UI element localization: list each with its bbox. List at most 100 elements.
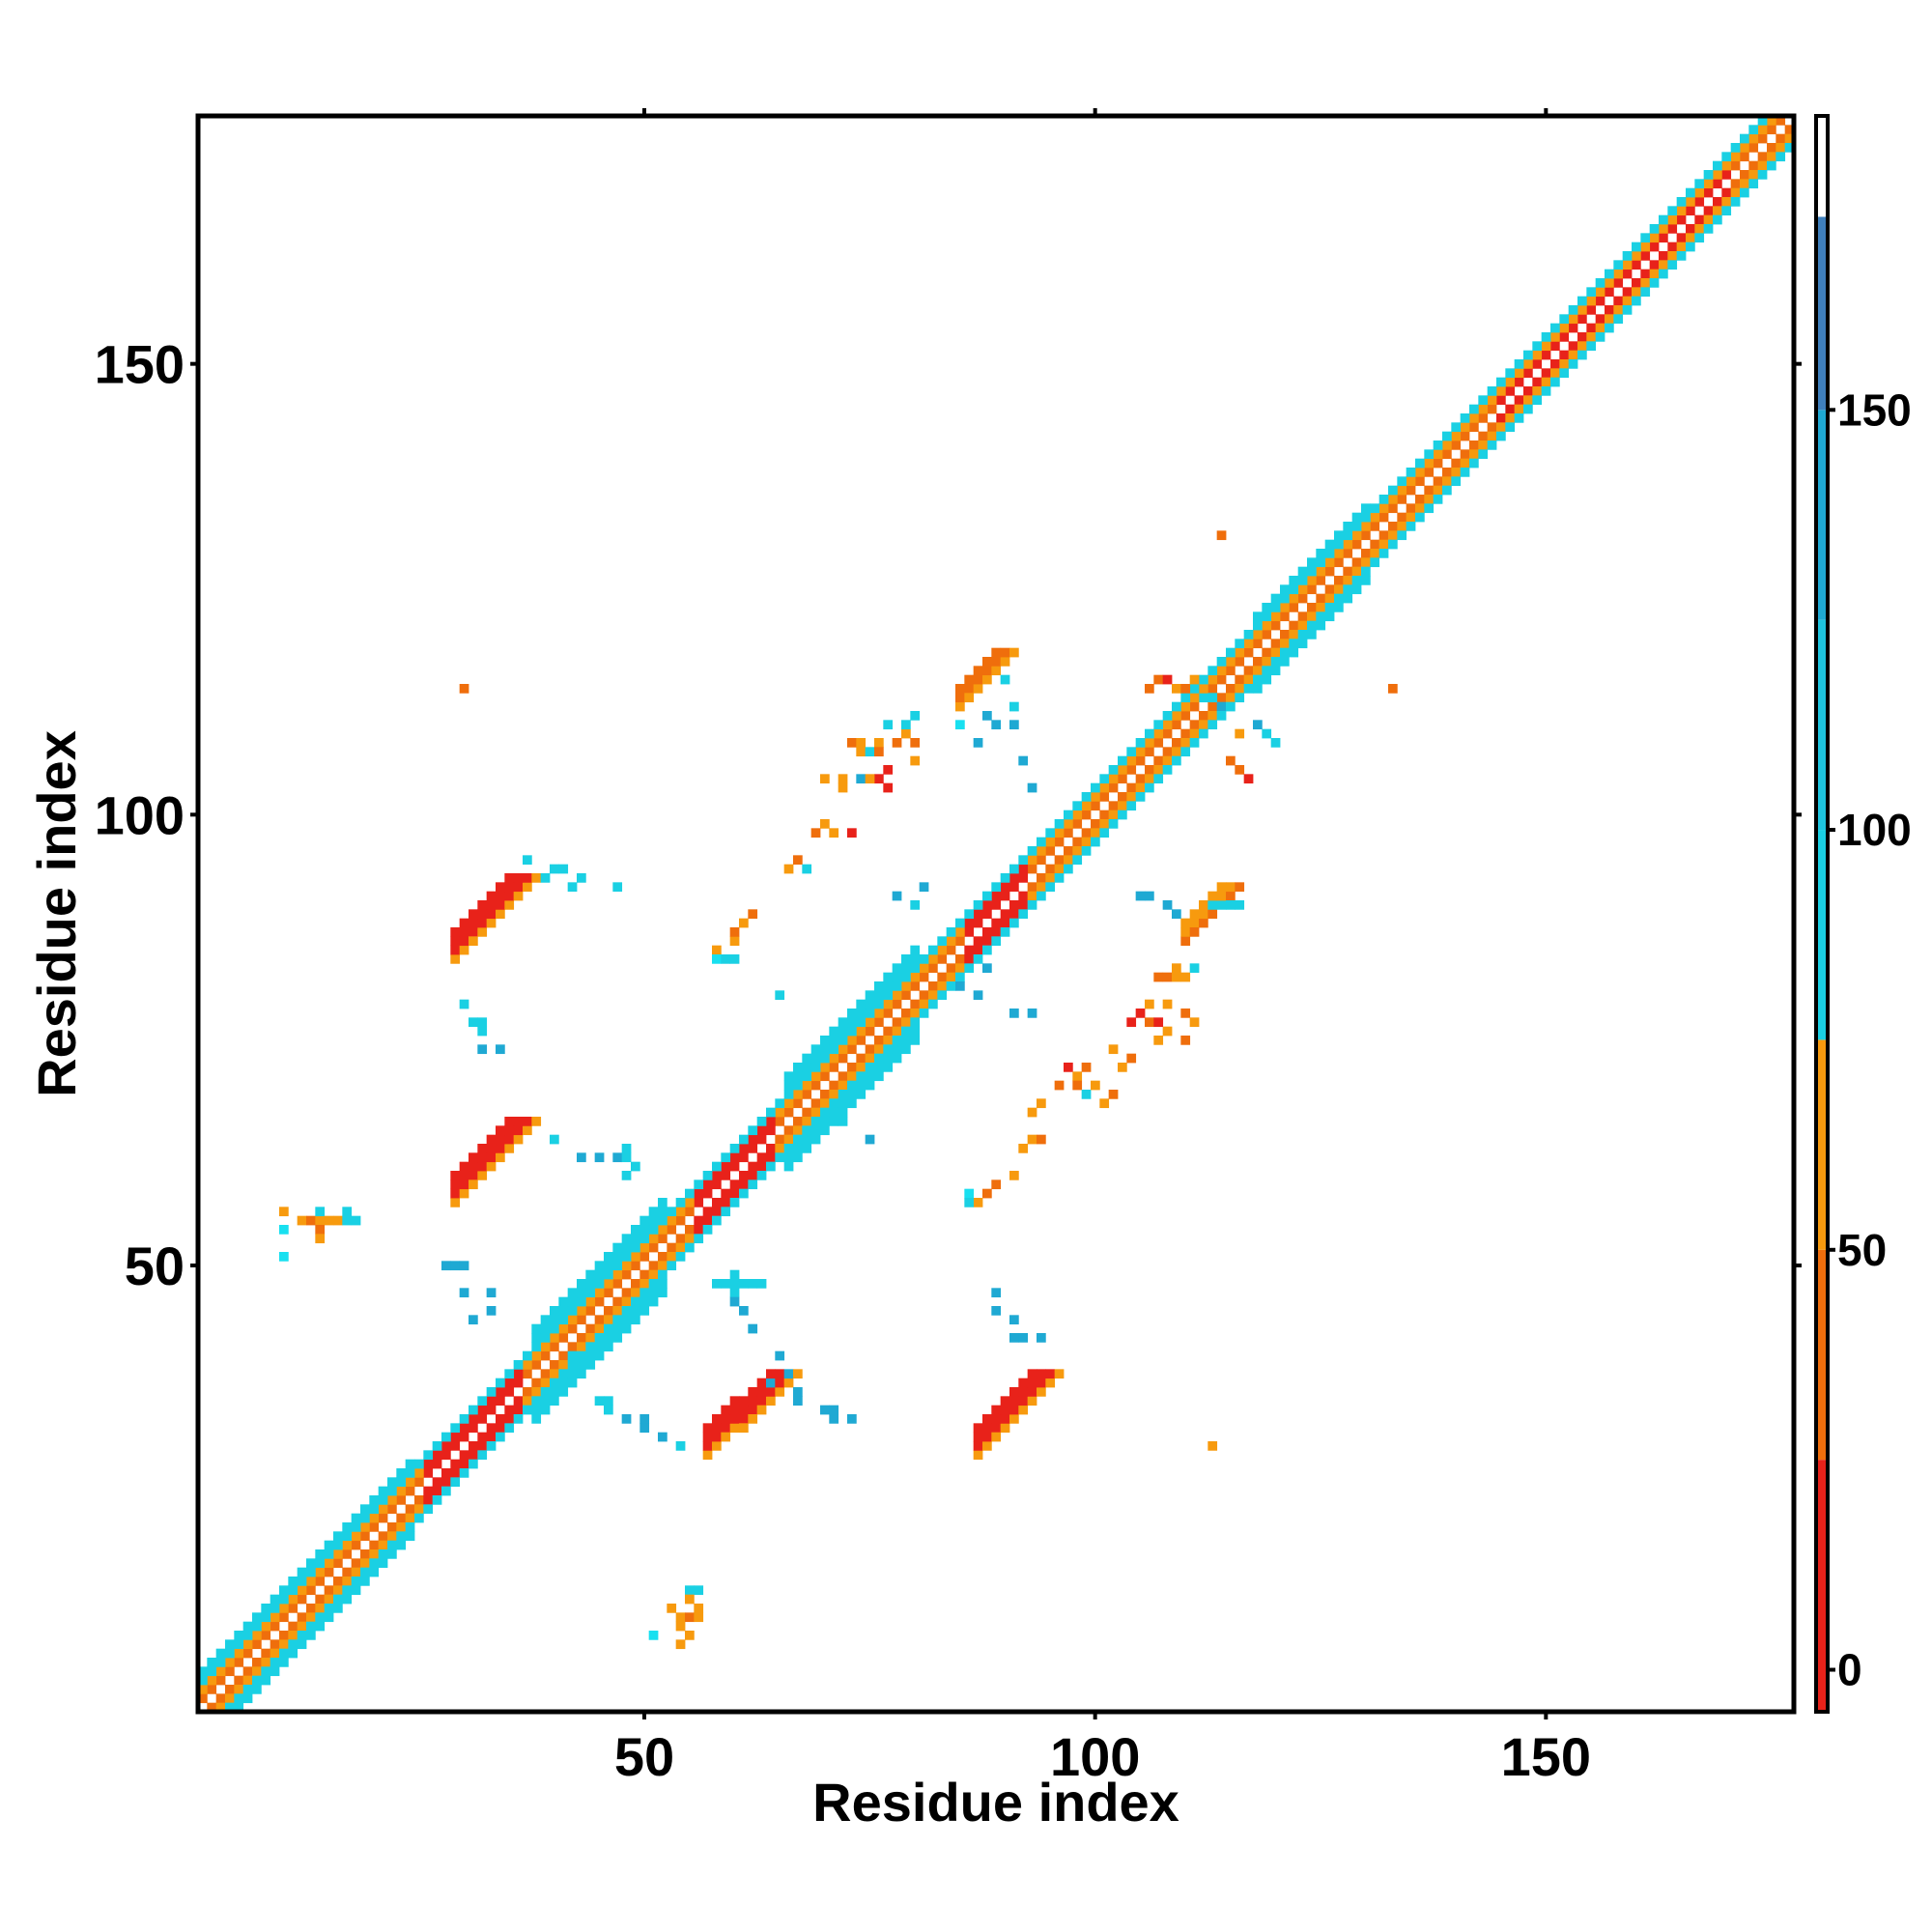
heatmap-cell bbox=[766, 1144, 776, 1153]
colorbar-frame bbox=[1814, 114, 1830, 1714]
heatmap-cell bbox=[558, 1296, 569, 1307]
heatmap-cell bbox=[1748, 143, 1759, 153]
heatmap-cell bbox=[1703, 179, 1714, 189]
heatmap-cell bbox=[919, 972, 929, 982]
heatmap-cell bbox=[1172, 963, 1181, 974]
heatmap-cell bbox=[486, 1306, 497, 1316]
heatmap-cell bbox=[288, 1648, 298, 1659]
heatmap-cell bbox=[829, 1063, 839, 1072]
heatmap-cell bbox=[604, 1405, 613, 1415]
heatmap-cell bbox=[883, 1009, 894, 1018]
heatmap-cell bbox=[225, 1693, 235, 1704]
heatmap-cell bbox=[1622, 305, 1633, 315]
heatmap-cell bbox=[1406, 512, 1416, 523]
heatmap-cell bbox=[829, 1080, 839, 1091]
heatmap-cell bbox=[558, 1333, 569, 1343]
heatmap-cell bbox=[847, 738, 857, 748]
heatmap-cell bbox=[1118, 1063, 1127, 1072]
heatmap-cell bbox=[1253, 630, 1263, 639]
heatmap-cell bbox=[1442, 449, 1452, 460]
heatmap-cell bbox=[531, 1387, 542, 1397]
heatmap-cell bbox=[297, 1612, 307, 1623]
heatmap-cells bbox=[198, 116, 1795, 1713]
heatmap-cell bbox=[450, 1432, 461, 1442]
heatmap-cell bbox=[1406, 468, 1416, 477]
heatmap-cell bbox=[531, 1414, 542, 1424]
heatmap-cell bbox=[1189, 1017, 1200, 1028]
heatmap-cell bbox=[982, 657, 992, 667]
heatmap-cell bbox=[1072, 837, 1083, 847]
heatmap-cell bbox=[910, 954, 921, 964]
heatmap-cell bbox=[1243, 666, 1254, 676]
heatmap-cell bbox=[513, 1117, 524, 1126]
heatmap-cell bbox=[469, 1315, 478, 1325]
heatmap-cell bbox=[396, 1540, 407, 1550]
heatmap-cell bbox=[1622, 287, 1633, 298]
heatmap-cell bbox=[315, 1594, 326, 1605]
heatmap-cell bbox=[1577, 332, 1587, 342]
heatmap-cell bbox=[1099, 774, 1110, 784]
heatmap-cell bbox=[1126, 792, 1137, 802]
heatmap-cell bbox=[838, 1036, 848, 1045]
heatmap-cell bbox=[1145, 728, 1154, 739]
heatmap-cell bbox=[477, 1414, 488, 1424]
heatmap-cell bbox=[477, 918, 488, 928]
heatmap-cell bbox=[1478, 449, 1489, 460]
heatmap-cell bbox=[1135, 782, 1146, 793]
heatmap-cell bbox=[252, 1666, 262, 1677]
heatmap-cell bbox=[1037, 1369, 1046, 1379]
heatmap-cell bbox=[215, 1666, 226, 1677]
heatmap-cell bbox=[459, 1171, 469, 1180]
heatmap-cell bbox=[1713, 206, 1722, 216]
heatmap-cell bbox=[279, 1604, 289, 1613]
heatmap-cell bbox=[1208, 900, 1218, 910]
heatmap-cell bbox=[387, 1477, 397, 1488]
heatmap-cell bbox=[1189, 918, 1200, 928]
heatmap-cell bbox=[721, 1198, 731, 1208]
heatmap-cell bbox=[234, 1675, 244, 1686]
heatmap-cell bbox=[1208, 693, 1218, 703]
heatmap-cell bbox=[1018, 900, 1029, 910]
heatmap-cell bbox=[1000, 873, 1010, 883]
heatmap-cell bbox=[1307, 584, 1317, 595]
heatmap-cell bbox=[712, 1441, 722, 1451]
heatmap-cell bbox=[1713, 160, 1722, 171]
heatmap-cell bbox=[604, 1333, 613, 1343]
heatmap-cell bbox=[1262, 728, 1272, 739]
heatmap-cell bbox=[729, 1152, 740, 1163]
heatmap-cell bbox=[1451, 458, 1462, 469]
heatmap-cell bbox=[901, 1026, 911, 1037]
heatmap-cell bbox=[1378, 549, 1389, 558]
heatmap-cell bbox=[1397, 495, 1407, 504]
heatmap-cell bbox=[550, 1396, 559, 1406]
heatmap-cell bbox=[225, 1648, 235, 1659]
heatmap-cell bbox=[910, 972, 921, 982]
heatmap-cell bbox=[242, 1631, 253, 1640]
heatmap-cell bbox=[1343, 584, 1353, 595]
heatmap-cell bbox=[1496, 386, 1506, 396]
heatmap-cell bbox=[333, 1604, 343, 1613]
heatmap-cell bbox=[1721, 206, 1732, 216]
heatmap-cell bbox=[892, 1026, 902, 1037]
heatmap-cell bbox=[1586, 305, 1597, 315]
heatmap-cell bbox=[729, 1198, 740, 1208]
heatmap-cell bbox=[991, 720, 1002, 730]
heatmap-cell bbox=[1559, 314, 1570, 325]
heatmap-cell bbox=[1378, 539, 1389, 550]
heatmap-cell bbox=[658, 1252, 668, 1262]
heatmap-cell bbox=[1361, 512, 1371, 523]
heatmap-cell bbox=[928, 981, 938, 991]
heatmap-cell bbox=[838, 1098, 848, 1109]
heatmap-cell bbox=[1586, 287, 1597, 298]
heatmap-cell bbox=[477, 1432, 488, 1442]
heatmap-cell bbox=[1397, 522, 1407, 531]
heatmap-cell bbox=[964, 918, 975, 928]
heatmap-cell bbox=[459, 927, 469, 937]
heatmap-cell bbox=[631, 1315, 640, 1325]
heatmap-cell bbox=[477, 1026, 488, 1037]
heatmap-cell bbox=[1172, 684, 1181, 694]
heatmap-cell bbox=[1262, 674, 1272, 685]
heatmap-cell bbox=[1297, 566, 1308, 577]
heatmap-cell bbox=[1334, 576, 1344, 585]
heatmap-cell bbox=[1415, 503, 1425, 514]
